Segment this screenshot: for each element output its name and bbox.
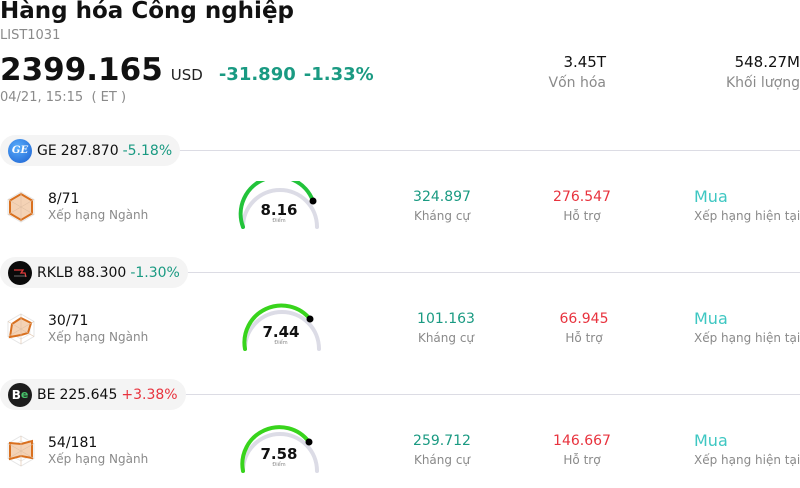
support-value: 66.945 <box>559 311 609 327</box>
industry-rank-label: Xếp hạng Ngành <box>48 330 149 344</box>
stock-card-rklb[interactable]: RKLB 88.300 -1.30% 30/71 Xếp hạng Ngành … <box>0 257 800 379</box>
support-column: 66.945 Hỗ trợ <box>542 311 626 345</box>
currency: USD <box>170 66 203 84</box>
stock-change-percent: +3.38% <box>121 386 178 403</box>
support-value: 276.547 <box>553 189 611 205</box>
stock-change-percent: -1.30% <box>130 264 180 281</box>
current-rating: Mua Xếp hạng hiện tại <box>694 431 800 467</box>
current-rating: Mua Xếp hạng hiện tại <box>694 187 800 223</box>
gauge-arc-icon <box>240 425 319 473</box>
stock-card-ge[interactable]: GE GE 287.870 -5.18% 8/71 Xếp hạng Ngành… <box>0 135 800 257</box>
timestamp: 04/21, 15:15 ( ET ) <box>0 90 127 105</box>
rklb-logo-icon <box>8 260 32 285</box>
industry-rank-radar-icon <box>7 435 35 467</box>
stock-pill[interactable]: GE GE 287.870 -5.18% <box>0 135 181 166</box>
stock-change-percent: -5.18% <box>122 142 173 159</box>
ge-logo-icon: GE <box>8 138 32 163</box>
industry-rank-label: Xếp hạng Ngành <box>48 208 149 222</box>
support-column: 276.547 Hỗ trợ <box>540 189 624 223</box>
resistance-column: 324.897 Kháng cự <box>400 189 484 223</box>
price-row: 2399.165 USD -31.890 -1.33% <box>0 52 374 88</box>
stock-symbol: RKLB <box>37 264 74 281</box>
market-cap-label: Vốn hóa <box>548 75 606 91</box>
volume-stat: 548.27M Khối lượng <box>726 53 800 91</box>
industry-rank-value: 54/181 <box>48 435 98 451</box>
stock-price: 287.870 <box>60 142 119 159</box>
industry-rank-radar-icon <box>7 191 35 223</box>
score-gauge: 7.44 Điểm <box>240 303 326 351</box>
market-cap-value: 3.45T <box>563 53 606 71</box>
resistance-value: 259.712 <box>413 433 471 449</box>
support-label: Hỗ trợ <box>563 453 601 467</box>
score-label: Điểm <box>272 218 286 224</box>
score-label: Điểm <box>272 462 286 468</box>
score-value: 7.58 <box>260 445 298 463</box>
score-value: 7.44 <box>262 323 300 341</box>
resistance-label: Kháng cự <box>417 331 475 345</box>
rating-value: Mua <box>694 431 728 450</box>
support-value: 146.667 <box>553 433 611 449</box>
rating-value: Mua <box>694 309 728 328</box>
resistance-column: 259.712 Kháng cự <box>400 433 484 467</box>
score-gauge: 7.58 Điểm <box>238 425 324 473</box>
list-code: LIST1031 <box>0 28 61 43</box>
rating-value: Mua <box>694 187 728 206</box>
price-change: -31.890 <box>218 64 296 85</box>
industry-rank-radar-icon <box>7 313 35 345</box>
resistance-value: 101.163 <box>417 311 475 327</box>
industry-rank-value: 30/71 <box>48 313 89 329</box>
rating-label: Xếp hạng hiện tại <box>694 209 800 223</box>
industry-rank-label: Xếp hạng Ngành <box>48 452 149 466</box>
section-divider <box>186 272 800 273</box>
stock-price: 88.300 <box>77 264 127 281</box>
section-divider <box>184 394 800 395</box>
section-divider <box>170 150 800 151</box>
gauge-arc-icon <box>242 303 321 351</box>
resistance-label: Kháng cự <box>413 453 471 467</box>
score-gauge: 8.16 Điểm <box>238 181 324 229</box>
page-title: Hàng hóa Công nghiệp <box>0 0 295 24</box>
rating-label: Xếp hạng hiện tại <box>694 331 800 345</box>
support-column: 146.667 Hỗ trợ <box>540 433 624 467</box>
industry-rank-value: 8/71 <box>48 191 80 207</box>
resistance-column: 101.163 Kháng cự <box>404 311 488 345</box>
resistance-label: Kháng cự <box>413 209 471 223</box>
stock-pill[interactable]: RKLB 88.300 -1.30% <box>0 257 188 288</box>
market-cap-stat: 3.45T Vốn hóa <box>549 53 606 91</box>
score-label: Điểm <box>274 340 288 346</box>
score-value: 8.16 <box>260 201 298 219</box>
volume-label: Khối lượng <box>725 75 800 91</box>
support-label: Hỗ trợ <box>565 331 603 345</box>
current-rating: Mua Xếp hạng hiện tại <box>694 309 800 345</box>
rating-label: Xếp hạng hiện tại <box>694 453 800 467</box>
gauge-arc-icon <box>238 181 319 229</box>
stock-price: 225.645 <box>59 386 118 403</box>
index-price: 2399.165 <box>0 52 163 88</box>
support-label: Hỗ trợ <box>563 209 601 223</box>
resistance-value: 324.897 <box>413 189 471 205</box>
stock-symbol: BE <box>37 386 56 403</box>
price-change-percent: -1.33% <box>303 64 374 85</box>
stock-symbol: GE <box>37 142 57 159</box>
volume-value: 548.27M <box>734 53 800 71</box>
